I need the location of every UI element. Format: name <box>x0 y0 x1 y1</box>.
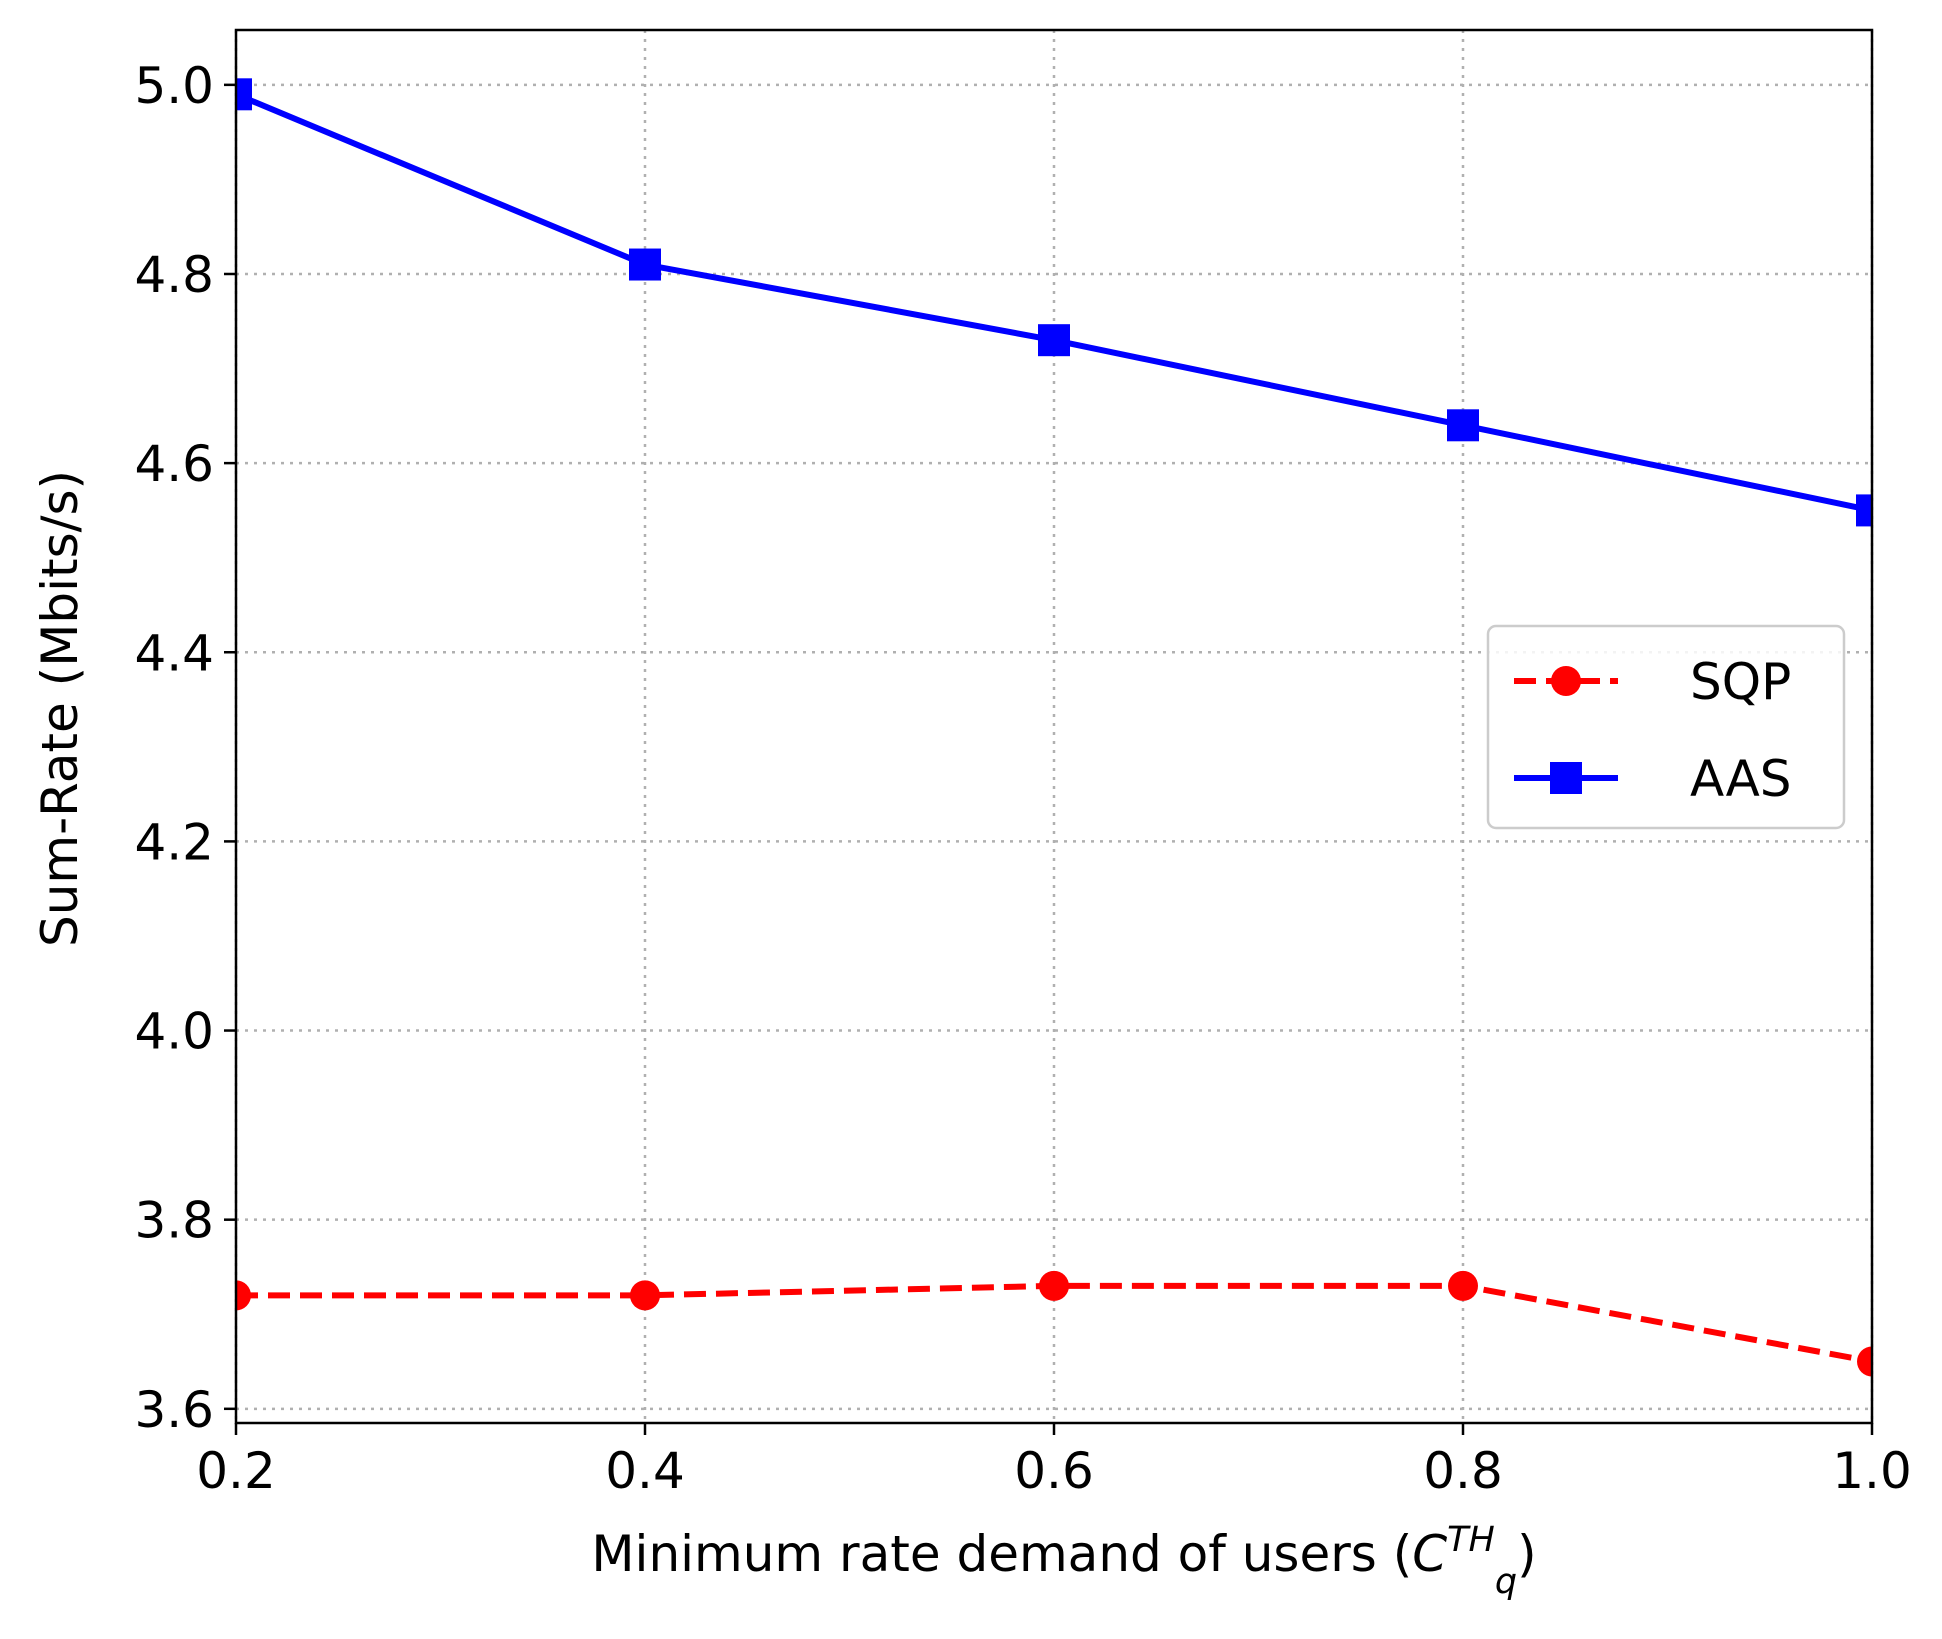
data-point-sqp <box>1857 1346 1872 1377</box>
y-tick-label: 3.6 <box>134 1381 214 1439</box>
x-axis-label: Minimum rate demand of users (CTHq) <box>591 1520 1536 1602</box>
x-tick-label: 0.6 <box>1014 1442 1094 1500</box>
x-tick-label: 0.8 <box>1423 1442 1503 1500</box>
y-tick-label: 4.4 <box>134 624 214 682</box>
x-axis-label-main: Minimum rate demand of users ( <box>591 1525 1412 1583</box>
y-tick-label: 5.0 <box>134 57 214 115</box>
y-axis-label: Sum-Rate (Mbits/s) <box>31 470 89 947</box>
x-tick-label: 1.0 <box>1832 1442 1912 1500</box>
legend-marker-sqp <box>1551 666 1581 696</box>
x-axis-label-superscript: TH <box>1447 1520 1495 1560</box>
data-point-sqp <box>1448 1270 1478 1301</box>
data-point-aas <box>629 248 661 281</box>
x-tick-label: 0.2 <box>196 1442 276 1500</box>
x-axis-label-close: ) <box>1517 1525 1537 1583</box>
plot-series <box>236 78 1872 1377</box>
x-tick-label: 0.4 <box>605 1442 685 1500</box>
legend-label-aas: AAS <box>1690 750 1792 808</box>
series-sqp <box>236 1270 1872 1377</box>
data-point-sqp <box>236 1280 251 1311</box>
y-tick-label: 4.8 <box>134 246 214 304</box>
legend: SQP AAS <box>1486 624 1846 830</box>
legend-marker-aas <box>1550 762 1582 794</box>
data-point-sqp <box>1039 1270 1069 1301</box>
y-tick-label: 3.8 <box>134 1192 214 1250</box>
y-tick-label: 4.0 <box>134 1003 214 1061</box>
data-point-aas <box>1038 324 1070 357</box>
data-point-aas <box>1447 409 1479 442</box>
axis-ticks: 0.2 0.4 0.6 0.8 1.0 3.6 3.8 4.0 4.2 4.4 4.6 4.8 5.0 <box>134 57 1911 1500</box>
legend-label-sqp: SQP <box>1690 653 1791 711</box>
y-tick-label: 4.6 <box>134 435 214 493</box>
y-tick-label: 4.2 <box>134 813 214 871</box>
data-point-aas <box>236 78 252 111</box>
grid-lines <box>234 30 1874 1423</box>
x-axis-label-subscript: q <box>1495 1562 1517 1602</box>
data-point-aas <box>1856 494 1872 527</box>
data-point-sqp <box>630 1280 660 1311</box>
x-axis-label-symbol: C <box>1412 1525 1447 1583</box>
series-aas <box>236 78 1872 527</box>
